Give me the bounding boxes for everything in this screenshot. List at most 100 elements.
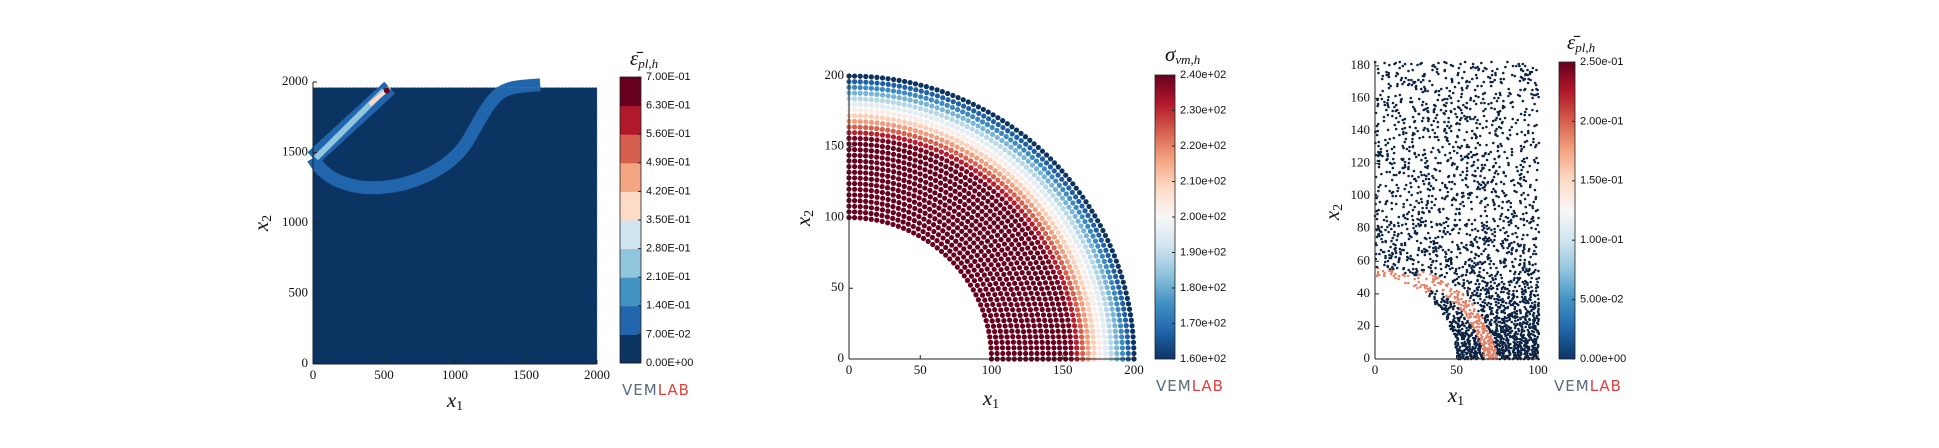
node xyxy=(927,175,934,181)
node xyxy=(1026,328,1032,334)
colorbar-title: ε̄pl,h xyxy=(1567,30,1595,55)
node xyxy=(1392,136,1396,140)
node xyxy=(857,90,863,96)
node xyxy=(1415,267,1418,271)
node xyxy=(1476,118,1479,122)
node xyxy=(955,113,961,119)
node xyxy=(1474,102,1478,106)
node xyxy=(1501,71,1505,75)
node xyxy=(1054,296,1060,302)
node xyxy=(921,223,927,229)
node xyxy=(1428,79,1431,83)
node xyxy=(995,192,1001,198)
node xyxy=(1035,192,1041,198)
node xyxy=(1124,328,1130,334)
node xyxy=(980,106,986,113)
node xyxy=(868,96,874,103)
node xyxy=(968,273,975,279)
node xyxy=(1433,135,1437,139)
node xyxy=(1433,283,1436,287)
node xyxy=(1008,323,1014,329)
node xyxy=(1531,66,1535,70)
node xyxy=(989,131,996,137)
node xyxy=(1049,301,1056,307)
node xyxy=(1533,303,1537,307)
node xyxy=(1067,280,1073,286)
node xyxy=(1531,263,1534,267)
node xyxy=(1507,250,1511,254)
node xyxy=(1463,324,1466,328)
node xyxy=(1490,273,1493,277)
node xyxy=(1411,137,1414,141)
node xyxy=(1402,80,1406,84)
y-tick-label: 140 xyxy=(1351,122,1371,137)
node xyxy=(1117,317,1123,323)
node xyxy=(1114,279,1120,285)
node xyxy=(1069,219,1075,226)
node xyxy=(1488,350,1492,354)
node xyxy=(947,248,953,254)
node xyxy=(1017,350,1023,357)
node xyxy=(1428,286,1432,290)
node xyxy=(1403,243,1407,247)
node xyxy=(857,130,863,136)
node xyxy=(1022,231,1029,237)
node xyxy=(995,317,1001,323)
node xyxy=(1518,199,1522,203)
node xyxy=(1507,295,1511,299)
node xyxy=(1481,69,1485,73)
node xyxy=(1533,249,1536,253)
node xyxy=(1390,254,1393,258)
node xyxy=(1465,115,1469,119)
node xyxy=(1039,226,1046,232)
node xyxy=(992,334,999,340)
node xyxy=(1525,156,1529,160)
node xyxy=(1458,345,1462,349)
node xyxy=(1474,336,1477,340)
node xyxy=(1029,194,1035,200)
node xyxy=(1400,242,1403,246)
node xyxy=(1523,265,1526,269)
node xyxy=(1532,200,1536,204)
node xyxy=(890,210,896,216)
node xyxy=(1531,131,1535,135)
node xyxy=(917,183,923,189)
node xyxy=(1435,299,1439,303)
node xyxy=(1083,274,1089,280)
colorbar-title-subscript: vm,h xyxy=(1175,52,1200,67)
node xyxy=(1047,164,1054,170)
node xyxy=(958,152,964,158)
node xyxy=(1489,311,1493,315)
node xyxy=(968,172,974,178)
node xyxy=(1445,310,1449,314)
node xyxy=(1389,245,1392,249)
node xyxy=(923,125,929,131)
node xyxy=(1126,306,1133,312)
node xyxy=(923,119,930,125)
node xyxy=(1502,290,1505,294)
node xyxy=(967,244,973,250)
node xyxy=(1392,274,1396,278)
node xyxy=(1523,133,1527,137)
node xyxy=(1387,105,1390,109)
node xyxy=(912,175,918,181)
node xyxy=(1499,214,1503,218)
node xyxy=(1532,311,1536,315)
colorbar-level xyxy=(620,220,641,250)
node xyxy=(1006,281,1012,287)
node xyxy=(1120,300,1126,307)
node xyxy=(1473,301,1476,305)
node xyxy=(1476,180,1480,184)
node xyxy=(1484,341,1488,345)
node xyxy=(1433,167,1436,171)
node xyxy=(1501,342,1504,346)
node xyxy=(1024,317,1030,323)
node xyxy=(1453,290,1456,294)
node xyxy=(1040,249,1046,255)
node xyxy=(1494,182,1498,186)
node xyxy=(1456,145,1460,149)
node xyxy=(1534,262,1537,266)
node xyxy=(1490,60,1493,64)
node xyxy=(1523,288,1527,292)
node xyxy=(982,181,988,188)
